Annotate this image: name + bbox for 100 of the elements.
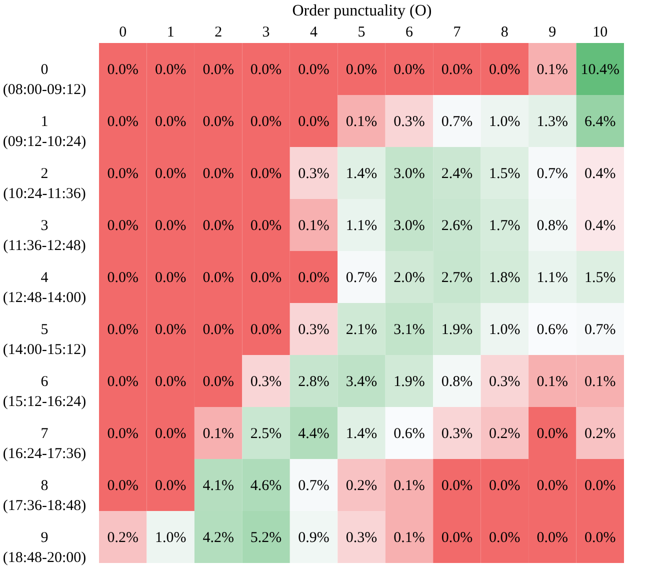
data-label: 0.0% <box>154 426 186 442</box>
data-label: 1.9% <box>394 374 425 390</box>
x-tick-label: 0 <box>119 24 127 40</box>
data-label: 0.0% <box>584 478 616 494</box>
data-label: 2.6% <box>441 218 473 234</box>
x-tick-label: 5 <box>358 24 366 40</box>
data-label: 0.3% <box>394 114 425 130</box>
data-label: 0.0% <box>536 426 568 442</box>
data-label: 0.0% <box>489 478 520 494</box>
data-label: 0.3% <box>441 426 473 442</box>
data-label: 2.0% <box>394 270 425 286</box>
data-label: 0.0% <box>107 426 138 442</box>
data-label: 2.7% <box>441 270 473 286</box>
y-tick-label: 0 (08:00-09:12) <box>2 62 86 98</box>
data-label: 0.1% <box>536 62 568 78</box>
data-label: 3.0% <box>394 218 425 234</box>
data-label: 0.7% <box>298 478 330 494</box>
data-label: 0.0% <box>584 530 616 546</box>
data-label: 0.0% <box>107 270 138 286</box>
data-label: 6.4% <box>584 114 616 130</box>
data-label: 2.4% <box>441 166 473 182</box>
data-label: 0.7% <box>584 322 616 338</box>
y-tick-label: 7 (16:24-17:36) <box>2 426 86 462</box>
data-label: 0.0% <box>202 62 234 78</box>
data-label: 0.7% <box>536 166 568 182</box>
data-label: 0.1% <box>346 114 378 130</box>
data-label: 10.4% <box>580 62 620 78</box>
x-tick-label: 6 <box>405 24 414 40</box>
data-label: 1.1% <box>346 218 378 234</box>
data-label: 0.0% <box>202 374 234 390</box>
x-tick-label: 10 <box>592 24 608 40</box>
data-label: 0.0% <box>298 114 330 130</box>
y-tick-label: 6 (15:12-16:24) <box>2 374 86 410</box>
data-label: 0.0% <box>154 374 186 390</box>
data-label: 0.3% <box>298 166 330 182</box>
data-label: 0.6% <box>536 322 568 338</box>
data-label: 2.8% <box>298 374 330 390</box>
data-label: 0.1% <box>202 426 234 442</box>
data-label: 0.0% <box>107 166 138 182</box>
data-label: 1.7% <box>489 218 520 234</box>
data-label: 0.0% <box>536 478 568 494</box>
y-tick-label: 2 (10:24-11:36) <box>3 166 86 202</box>
data-label: 0.8% <box>441 374 473 390</box>
data-label: 1.0% <box>154 530 186 546</box>
x-tick-label: 4 <box>310 24 318 40</box>
data-label: 5.2% <box>250 530 282 546</box>
data-label: 0.0% <box>250 322 282 338</box>
y-tick-label: 3 (11:36-12:48) <box>3 218 86 254</box>
data-label: 0.0% <box>441 62 473 78</box>
data-label: 0.7% <box>441 114 473 130</box>
x-tick-label: 8 <box>500 24 508 40</box>
y-tick-label: 5 (14:00-15:12) <box>2 322 86 358</box>
data-label: 0.9% <box>298 530 330 546</box>
data-label: 0.2% <box>489 426 520 442</box>
y-tick-label: 9 (18:48-20:00) <box>2 530 86 566</box>
data-label: 0.0% <box>154 322 186 338</box>
data-label: 0.0% <box>441 530 473 546</box>
data-label: 0.0% <box>441 478 473 494</box>
data-label: 0.0% <box>250 62 282 78</box>
data-label: 0.3% <box>298 322 330 338</box>
data-label: 4.4% <box>298 426 330 442</box>
data-label: 0.0% <box>250 218 282 234</box>
data-label: 3.1% <box>394 322 425 338</box>
data-label: 0.1% <box>394 530 425 546</box>
data-label: 0.0% <box>346 62 378 78</box>
data-label: 3.4% <box>346 374 378 390</box>
data-label: 1.0% <box>489 114 520 130</box>
data-label: 1.5% <box>489 166 520 182</box>
data-label: 0.1% <box>298 218 330 234</box>
data-label: 4.1% <box>202 478 234 494</box>
data-label: 0.0% <box>202 166 234 182</box>
data-label: 0.0% <box>202 270 234 286</box>
data-label: 0.7% <box>346 270 378 286</box>
data-label: 0.0% <box>202 218 234 234</box>
data-label: 1.1% <box>536 270 568 286</box>
data-label: 2.5% <box>250 426 282 442</box>
data-label: 0.0% <box>107 62 138 78</box>
x-axis-title: Order punctuality (O) <box>292 2 432 20</box>
data-label: 0.0% <box>107 374 138 390</box>
data-label: 3.0% <box>394 166 425 182</box>
data-label: 4.6% <box>250 478 282 494</box>
data-label: 0.3% <box>489 374 520 390</box>
data-label: 4.2% <box>202 530 234 546</box>
data-label: 0.0% <box>394 62 425 78</box>
data-label: 0.1% <box>536 374 568 390</box>
data-label: 0.0% <box>202 322 234 338</box>
data-label: 0.0% <box>154 270 186 286</box>
data-label: 0.3% <box>250 374 282 390</box>
data-label: 0.0% <box>202 114 234 130</box>
data-label: 1.9% <box>441 322 473 338</box>
data-label: 0.0% <box>154 218 186 234</box>
data-label: 0.0% <box>154 114 186 130</box>
data-label: 1.4% <box>346 166 378 182</box>
y-tick-label: 8 (17:36-18:48) <box>2 478 86 514</box>
data-label: 2.1% <box>346 322 378 338</box>
y-tick-label: 4 (12:48-14:00) <box>2 270 86 306</box>
data-label: 1.8% <box>489 270 520 286</box>
x-tick-label: 1 <box>166 24 174 40</box>
data-label: 0.0% <box>298 62 330 78</box>
data-label: 1.4% <box>346 426 378 442</box>
